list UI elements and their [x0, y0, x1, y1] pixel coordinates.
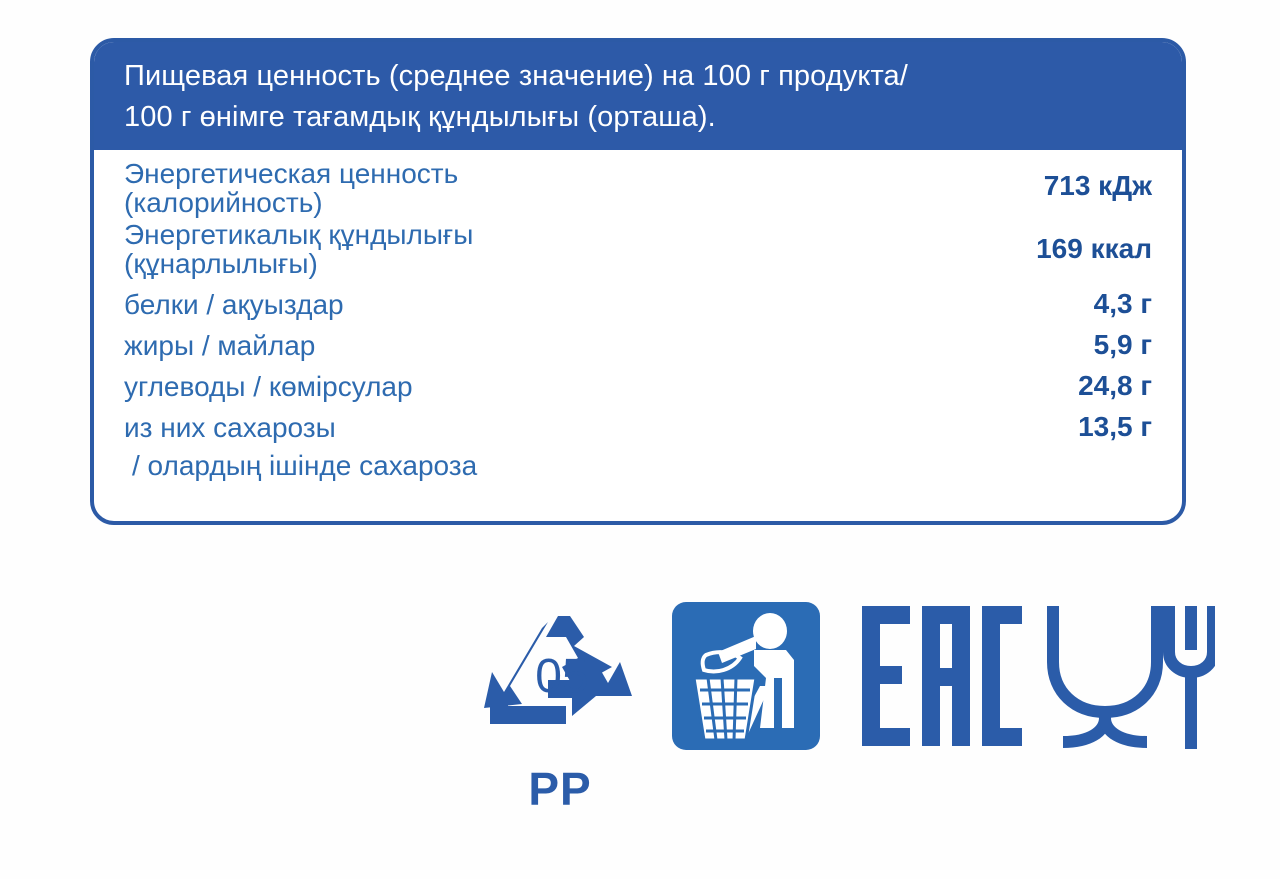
table-row: из них сахарозы 13,5 г	[124, 411, 1152, 443]
eac-icon-wrap	[858, 600, 1026, 752]
nutrient-value: 713 кДж	[1043, 170, 1152, 202]
table-row: Энергетическая ценность (калорийность) 7…	[124, 158, 1152, 217]
recycling-mobius-loop-icon: 05	[484, 616, 632, 724]
nutrient-label: Энергетическая ценность (калорийность)	[124, 158, 459, 218]
nutrient-value: 5,9 г	[1093, 328, 1152, 360]
nutrient-label: из них сахарозы	[124, 411, 336, 443]
table-row: белки / ақуыздар 4,3 г	[124, 288, 1152, 320]
recycling-material-label: PP	[528, 763, 592, 815]
recycling-symbol-group: 05 PP	[470, 600, 650, 816]
recycling-code-text: 05	[535, 650, 588, 703]
table-row: углеводы / көмірсулар 24,8 г	[124, 370, 1152, 402]
header-line-kk: 100 г өнімге тағамдық құндылығы (орташа)…	[124, 101, 716, 134]
nutrient-value: 24,8 г	[1078, 369, 1152, 401]
food-safe-icon-wrap	[1045, 600, 1215, 755]
food-safe-glass-fork-icon	[1047, 606, 1215, 749]
packaging-symbols-row: 05 PP	[470, 600, 1230, 830]
tidyman-icon-wrap	[670, 600, 822, 752]
eac-conformity-mark-icon	[862, 606, 1022, 746]
nutrient-value: 13,5 г	[1078, 410, 1152, 442]
table-row: Энергетикалық құндылығы (құнарлылығы) 16…	[124, 219, 1152, 278]
nutrient-label: углеводы / көмірсулар	[124, 370, 413, 402]
nutrient-label: белки / ақуыздар	[124, 288, 344, 320]
nutrition-table: Энергетическая ценность (калорийность) 7…	[94, 150, 1182, 481]
nutrient-label: Энергетикалық құндылығы (құнарлылығы)	[124, 219, 474, 279]
nutrient-value: 4,3 г	[1093, 287, 1152, 319]
nutrient-label-kk-sugar: / олардың ішінде сахароза	[132, 449, 478, 481]
nutrition-facts-panel: Пищевая ценность (среднее значение) на 1…	[90, 38, 1186, 525]
table-row: жиры / майлар 5,9 г	[124, 329, 1152, 361]
tidyman-dispose-in-bin-icon	[672, 602, 820, 750]
nutrient-label: жиры / майлар	[124, 329, 316, 361]
header-line-ru: Пищевая ценность (среднее значение) на 1…	[124, 60, 908, 92]
nutrient-value: 169 ккал	[1036, 233, 1152, 265]
nutrition-panel-header: Пищевая ценность (среднее значение) на 1…	[94, 42, 1182, 151]
